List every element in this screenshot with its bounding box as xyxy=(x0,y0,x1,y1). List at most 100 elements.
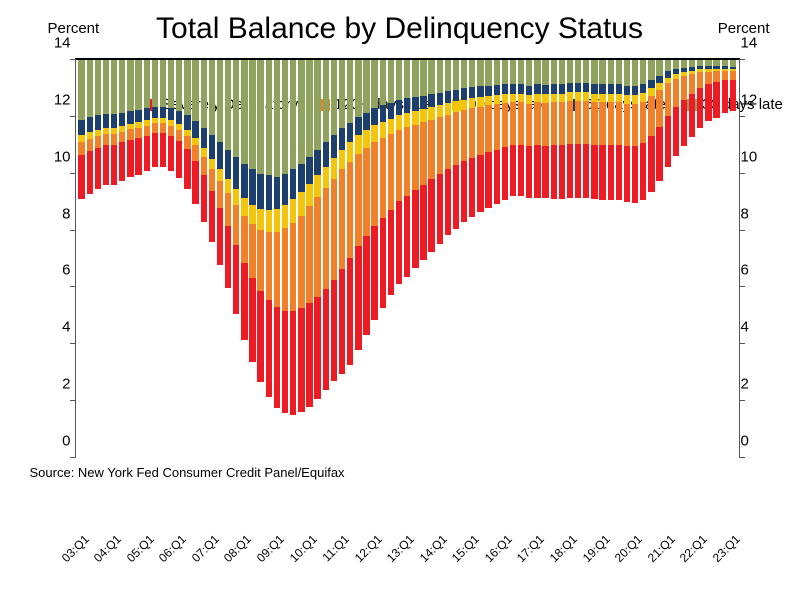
segment-90-days-late-12:Q3[interactable] xyxy=(388,119,394,135)
segment-30-days-late-21:Q3[interactable] xyxy=(681,60,687,68)
segment-120+-days-late-23:Q1[interactable] xyxy=(730,71,736,80)
segment-90-days-late-16:Q1[interactable] xyxy=(502,94,508,103)
segment-60-days-late-14:Q1[interactable] xyxy=(437,93,443,106)
segment-60-days-late-12:Q1[interactable] xyxy=(371,108,377,125)
segment-120+-days-late-17:Q2[interactable] xyxy=(542,103,548,146)
segment-severely-derogatory-22:Q3[interactable] xyxy=(713,82,719,118)
bar-group-07:Q2[interactable] xyxy=(216,60,224,458)
segment-severely-derogatory-21:Q3[interactable] xyxy=(681,100,687,145)
segment-90-days-late-16:Q2[interactable] xyxy=(510,94,516,103)
segment-120+-days-late-12:Q3[interactable] xyxy=(388,134,394,209)
bar-group-09:Q3[interactable] xyxy=(289,60,297,458)
segment-30-days-late-04:Q4[interactable] xyxy=(135,60,141,110)
segment-30-days-late-09:Q4[interactable] xyxy=(298,60,304,164)
segment-severely-derogatory-07:Q3[interactable] xyxy=(225,226,231,289)
segment-60-days-late-16:Q1[interactable] xyxy=(502,84,508,94)
segment-120+-days-late-13:Q1[interactable] xyxy=(404,127,410,195)
segment-30-days-late-12:Q4[interactable] xyxy=(396,60,402,100)
segment-60-days-late-16:Q4[interactable] xyxy=(526,86,532,95)
segment-120+-days-late-22:Q4[interactable] xyxy=(722,71,728,81)
segment-90-days-late-18:Q3[interactable] xyxy=(583,92,589,101)
segment-severely-derogatory-15:Q4[interactable] xyxy=(494,150,500,204)
bar-group-17:Q1[interactable] xyxy=(533,60,541,458)
segment-120+-days-late-14:Q4[interactable] xyxy=(461,110,467,161)
segment-90-days-late-13:Q2[interactable] xyxy=(412,111,418,125)
bar-group-13:Q4[interactable] xyxy=(428,60,436,458)
segment-30-days-late-14:Q2[interactable] xyxy=(445,60,451,91)
segment-60-days-late-09:Q1[interactable] xyxy=(274,177,280,210)
segment-severely-derogatory-09:Q4[interactable] xyxy=(298,308,304,412)
segment-120+-days-late-19:Q3[interactable] xyxy=(616,102,622,145)
segment-90-days-late-15:Q4[interactable] xyxy=(494,95,500,104)
segment-120+-days-late-03:Q2[interactable] xyxy=(87,139,93,151)
segment-30-days-late-20:Q1[interactable] xyxy=(632,60,638,86)
segment-severely-derogatory-10:Q1[interactable] xyxy=(306,303,312,407)
segment-90-days-late-17:Q1[interactable] xyxy=(534,94,540,103)
segment-severely-derogatory-17:Q4[interactable] xyxy=(559,145,565,199)
segment-30-days-late-07:Q3[interactable] xyxy=(225,60,231,150)
segment-30-days-late-09:Q1[interactable] xyxy=(274,60,280,177)
segment-60-days-late-19:Q2[interactable] xyxy=(608,84,614,93)
segment-90-days-late-19:Q1[interactable] xyxy=(599,94,605,103)
bar-group-16:Q2[interactable] xyxy=(509,60,517,458)
segment-60-days-late-16:Q3[interactable] xyxy=(518,84,524,93)
segment-120+-days-late-21:Q3[interactable] xyxy=(681,76,687,100)
segment-90-days-late-15:Q1[interactable] xyxy=(469,98,475,108)
segment-120+-days-late-11:Q3[interactable] xyxy=(355,154,361,246)
segment-severely-derogatory-12:Q1[interactable] xyxy=(371,226,377,320)
segment-60-days-late-12:Q2[interactable] xyxy=(380,105,386,121)
segment-120+-days-late-03:Q3[interactable] xyxy=(95,136,101,148)
segment-severely-derogatory-09:Q1[interactable] xyxy=(274,307,280,408)
segment-30-days-late-09:Q3[interactable] xyxy=(290,60,296,169)
segment-60-days-late-07:Q2[interactable] xyxy=(217,142,223,169)
segment-120+-days-late-20:Q1[interactable] xyxy=(632,104,638,147)
bar-group-14:Q3[interactable] xyxy=(452,60,460,458)
segment-120+-days-late-14:Q2[interactable] xyxy=(445,115,451,169)
segment-120+-days-late-10:Q2[interactable] xyxy=(314,197,320,297)
segment-60-days-late-13:Q1[interactable] xyxy=(404,98,410,113)
segment-120+-days-late-04:Q4[interactable] xyxy=(135,128,141,138)
segment-60-days-late-11:Q3[interactable] xyxy=(355,117,361,135)
segment-120+-days-late-19:Q1[interactable] xyxy=(599,102,605,145)
segment-30-days-late-18:Q3[interactable] xyxy=(583,60,589,83)
segment-60-days-late-18:Q3[interactable] xyxy=(583,83,589,92)
segment-120+-days-late-17:Q3[interactable] xyxy=(551,102,557,145)
segment-90-days-late-08:Q3[interactable] xyxy=(257,209,263,230)
segment-60-days-late-08:Q2[interactable] xyxy=(249,169,255,205)
segment-60-days-late-05:Q1[interactable] xyxy=(144,108,150,120)
segment-60-days-late-04:Q4[interactable] xyxy=(135,110,141,122)
segment-60-days-late-10:Q3[interactable] xyxy=(323,142,329,166)
bar-group-19:Q4[interactable] xyxy=(623,60,631,458)
bar-group-21:Q4[interactable] xyxy=(688,60,696,458)
bar-group-15:Q4[interactable] xyxy=(493,60,501,458)
segment-30-days-late-11:Q4[interactable] xyxy=(363,60,369,113)
segment-60-days-late-20:Q4[interactable] xyxy=(656,76,662,84)
segment-120+-days-late-16:Q3[interactable] xyxy=(518,102,524,145)
segment-120+-days-late-10:Q3[interactable] xyxy=(323,188,329,289)
segment-120+-days-late-04:Q2[interactable] xyxy=(119,132,125,143)
segment-90-days-late-07:Q1[interactable] xyxy=(209,159,215,169)
segment-30-days-late-21:Q1[interactable] xyxy=(665,60,671,71)
segment-60-days-late-07:Q4[interactable] xyxy=(233,157,239,190)
bar-group-15:Q3[interactable] xyxy=(485,60,493,458)
segment-90-days-late-18:Q1[interactable] xyxy=(567,92,573,101)
segment-90-days-late-12:Q4[interactable] xyxy=(396,115,402,130)
segment-60-days-late-17:Q3[interactable] xyxy=(551,84,557,93)
segment-120+-days-late-13:Q2[interactable] xyxy=(412,125,418,190)
segment-120+-days-late-15:Q1[interactable] xyxy=(469,108,475,158)
segment-severely-derogatory-13:Q3[interactable] xyxy=(420,185,426,260)
segment-90-days-late-08:Q1[interactable] xyxy=(241,198,247,216)
segment-severely-derogatory-13:Q2[interactable] xyxy=(412,190,418,268)
bar-group-22:Q4[interactable] xyxy=(721,60,729,458)
segment-30-days-late-05:Q3[interactable] xyxy=(160,60,166,107)
bar-group-11:Q1[interactable] xyxy=(338,60,346,458)
segment-90-days-late-14:Q1[interactable] xyxy=(437,105,443,117)
segment-severely-derogatory-12:Q3[interactable] xyxy=(388,210,394,295)
segment-60-days-late-20:Q1[interactable] xyxy=(632,86,638,95)
segment-60-days-late-08:Q4[interactable] xyxy=(266,175,272,210)
segment-90-days-late-11:Q1[interactable] xyxy=(339,150,345,170)
segment-severely-derogatory-14:Q1[interactable] xyxy=(437,174,443,244)
segment-30-days-late-08:Q3[interactable] xyxy=(257,60,263,174)
bar-group-10:Q3[interactable] xyxy=(322,60,330,458)
bar-group-23:Q1[interactable] xyxy=(729,60,737,458)
